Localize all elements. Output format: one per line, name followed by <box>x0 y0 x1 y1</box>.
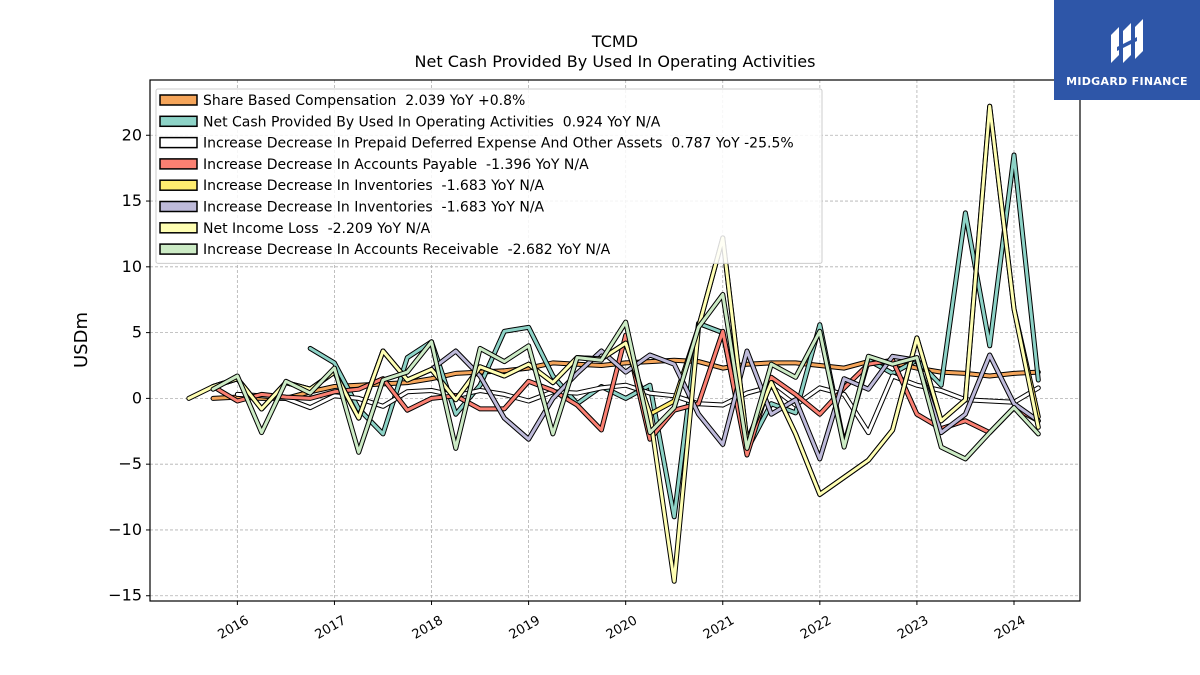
x-axis: 2016 2017 2018 2019 2020 2021 2022 2023 2024 <box>216 601 1028 643</box>
legend-label: Net Income Loss -2.209 YoY N/A <box>203 221 431 237</box>
chart-subtitle: Net Cash Provided By Used In Operating A… <box>415 52 816 71</box>
x-tick-label: 2021 <box>701 613 737 643</box>
legend-swatch <box>159 179 198 191</box>
x-tick-label: 2017 <box>313 613 349 643</box>
legend-entry: Increase Decrease In Accounts Payable -1… <box>159 157 589 173</box>
legend-label: Increase Decrease In Inventories -1.683 … <box>203 178 545 194</box>
y-tick-label: −10 <box>108 520 142 539</box>
legend-swatch <box>159 115 198 128</box>
series-line-stroke <box>211 293 1040 461</box>
y-tick-label: 20 <box>122 125 142 144</box>
brand-logo: MIDGARD FINANCE <box>1054 0 1200 100</box>
x-tick-label: 2016 <box>216 613 252 643</box>
y-tick-label: 15 <box>122 191 142 210</box>
legend-label: Increase Decrease In Prepaid Deferred Ex… <box>203 136 794 152</box>
series-lines <box>186 103 1041 584</box>
x-tick-label: 2018 <box>410 613 446 643</box>
y-tick-label: 5 <box>132 323 142 342</box>
series-line-stroke <box>211 358 1040 400</box>
brand-name: MIDGARD FINANCE <box>1066 74 1188 88</box>
x-tick-label: 2024 <box>992 613 1028 643</box>
legend-swatch <box>159 243 198 255</box>
legend-swatch <box>159 136 198 149</box>
y-axis-label: USDm <box>71 312 92 368</box>
series-line-3 <box>210 328 1041 458</box>
legend-entry: Share Based Compensation 2.039 YoY +0.8% <box>159 93 525 109</box>
legend-label: Share Based Compensation 2.039 YoY +0.8% <box>203 93 525 109</box>
legend-entry: Increase Decrease In Inventories -1.683 … <box>159 200 545 216</box>
legend-entry: Increase Decrease In Prepaid Deferred Ex… <box>159 136 794 152</box>
legend-entry: Net Income Loss -2.209 YoY N/A <box>159 221 431 237</box>
midgard-logo-icon <box>1111 18 1143 63</box>
chart-title: TCMD <box>591 32 638 51</box>
legend-swatch <box>159 94 198 106</box>
legend-swatch <box>159 222 198 234</box>
x-tick-label: 2020 <box>604 613 640 643</box>
legend: Share Based Compensation 2.039 YoY +0.8%… <box>155 88 823 264</box>
legend-swatch <box>159 200 198 213</box>
legend-label: Increase Decrease In Accounts Receivable… <box>203 242 611 258</box>
legend-label: Increase Decrease In Accounts Payable -1… <box>203 157 589 173</box>
legend-label: Net Cash Provided By Used In Operating A… <box>203 114 661 130</box>
legend-entry: Net Cash Provided By Used In Operating A… <box>159 114 661 130</box>
x-tick-label: 2023 <box>895 613 931 643</box>
legend-label: Increase Decrease In Inventories -1.683 … <box>203 200 545 216</box>
y-tick-label: −15 <box>108 586 142 605</box>
y-tick-label: 10 <box>122 257 142 276</box>
y-axis: −15 −10 −5 0 5 10 15 20 <box>108 125 150 605</box>
legend-entry: Increase Decrease In Inventories -1.683 … <box>159 178 545 194</box>
y-tick-label: 0 <box>132 388 142 407</box>
legend-swatch <box>159 158 198 170</box>
legend-box <box>155 88 823 264</box>
series-line-0 <box>210 357 1041 401</box>
plot-frame <box>149 79 1081 602</box>
legend-entry: Increase Decrease In Accounts Receivable… <box>159 242 611 258</box>
series-line-stroke <box>211 329 1040 457</box>
x-tick-label: 2022 <box>798 613 834 643</box>
series-line-7 <box>210 292 1041 462</box>
x-tick-label: 2019 <box>507 613 543 643</box>
y-tick-label: −5 <box>118 454 142 473</box>
